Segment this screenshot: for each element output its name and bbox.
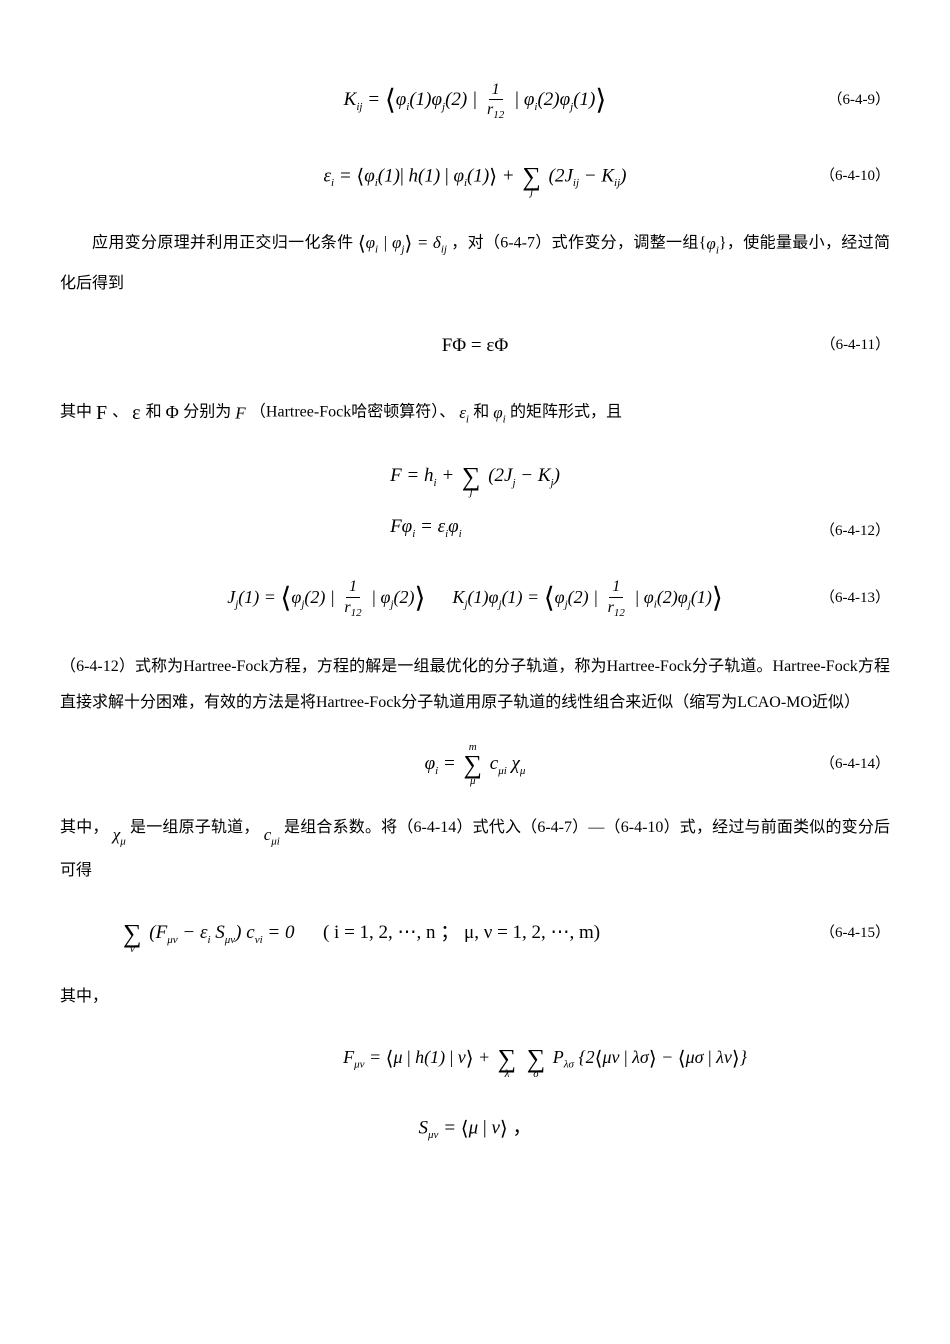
eq-body: εi = ⟨φi(1)| h(1) | φi(1)⟩ + ∑j (2Jij − … xyxy=(324,155,627,199)
sym-epsi: εi xyxy=(459,403,473,422)
text: 是一组原子轨道， xyxy=(130,819,260,836)
text: 其中， xyxy=(60,819,109,836)
eq-number: （6-4-12） xyxy=(820,515,890,548)
sym-eps: ε xyxy=(132,402,145,424)
text: 其中 xyxy=(60,403,92,420)
equation-6-4-11: FΦ = εΦ （6-4-11） xyxy=(60,321,890,371)
eq-body: Fμν = ⟨μ | h(1) | ν⟩ + ∑λ ∑σ Pλσ {2⟨μν |… xyxy=(343,1037,747,1081)
text: 分别为 xyxy=(183,403,231,420)
eq-condition: ( i = 1, 2, ⋯, n ； μ, ν = 1, 2, ⋯, m) xyxy=(323,922,600,943)
inline-ortho: ⟨φi | φj⟩ = δij xyxy=(358,233,447,252)
sym-cmu: cμi xyxy=(264,816,280,854)
text: 的矩阵形式，且 xyxy=(510,403,622,420)
paragraph-matrix-form: 其中 F 、 ε 和 Φ 分别为 F （Hartree-Fock哈密顿算符）、 … xyxy=(60,391,890,435)
eq-number: （6-4-9） xyxy=(828,84,891,117)
text: 和 xyxy=(146,403,162,420)
text: 、 xyxy=(112,403,128,420)
sym-chi: χμ xyxy=(113,816,126,854)
equation-6-4-15: ∑ν (Fμν − εi Sμν) cνi = 0 ( i = 1, 2, ⋯,… xyxy=(60,909,890,959)
eq-body: Jj(1) = ⟨φj(2) | 1r12 | φj(2)⟩ Kj(1)φj(1… xyxy=(227,568,723,630)
text: 应用变分原理并利用正交归一化条件 xyxy=(92,234,353,251)
equation-6-4-12: F = hi + ∑j (2Jj − Kj) Fφi = εiφi （6-4-1… xyxy=(60,455,890,548)
eq-body: ∑ν (Fμν − εi Sμν) cνi = 0 ( i = 1, 2, ⋯,… xyxy=(120,912,600,955)
text: ，对（6-4-7）式作变分，调整一组{ xyxy=(451,234,706,251)
text: （Hartree-Fock哈密顿算符）、 xyxy=(250,403,455,420)
text: 和 xyxy=(473,403,489,420)
sym-F: F xyxy=(96,402,112,424)
sym-phii: φi xyxy=(493,403,510,422)
sym-Phi: Φ xyxy=(166,402,184,422)
paragraph-where: 其中， xyxy=(60,979,890,1014)
equation-6-4-14: φi = m∑μ cμi χμ （6-4-14） xyxy=(60,740,890,790)
eq-body: Kij = ⟨φi(1)φj(2) | 1r12 | φi(2)φj(1)⟩ xyxy=(344,70,607,132)
inline-phi: φi xyxy=(706,234,718,253)
eq-number: （6-4-14） xyxy=(820,748,890,781)
paragraph-lcao: 其中， χμ 是一组原子轨道， cμi 是组合系数。将（6-4-14）式代入（6… xyxy=(60,810,890,889)
equation-6-4-10: εi = ⟨φi(1)| h(1) | φi(1)⟩ + ∑j (2Jij − … xyxy=(60,152,890,202)
equation-fmu: Fμν = ⟨μ | h(1) | ν⟩ + ∑λ ∑σ Pλσ {2⟨μν |… xyxy=(60,1034,890,1084)
eq-number: （6-4-10） xyxy=(820,160,890,193)
equation-6-4-13: Jj(1) = ⟨φj(2) | 1r12 | φj(2)⟩ Kj(1)φj(1… xyxy=(60,568,890,630)
equation-6-4-9: Kij = ⟨φi(1)φj(2) | 1r12 | φi(2)φj(1)⟩ （… xyxy=(60,70,890,132)
paragraph-hf-explanation: （6-4-12）式称为Hartree-Fock方程，方程的解是一组最优化的分子轨… xyxy=(60,649,890,719)
eq-number: （6-4-15） xyxy=(820,917,890,950)
eq-number: （6-4-11） xyxy=(821,329,890,362)
eq-body: F = hi + ∑j (2Jj − Kj) Fφi = εiφi xyxy=(390,455,560,548)
eq-body: φi = m∑μ cμi χμ xyxy=(425,743,526,786)
eq-body: Sμν = ⟨μ | ν⟩ ， xyxy=(419,1107,532,1151)
paragraph-variational: 应用变分原理并利用正交归一化条件 ⟨φi | φj⟩ = δij ，对（6-4-… xyxy=(60,222,890,301)
eq-number: （6-4-13） xyxy=(820,582,890,615)
equation-smu: Sμν = ⟨μ | ν⟩ ， xyxy=(60,1104,890,1154)
sym-Fit: F xyxy=(235,403,250,422)
eq-body: FΦ = εΦ xyxy=(442,325,509,367)
